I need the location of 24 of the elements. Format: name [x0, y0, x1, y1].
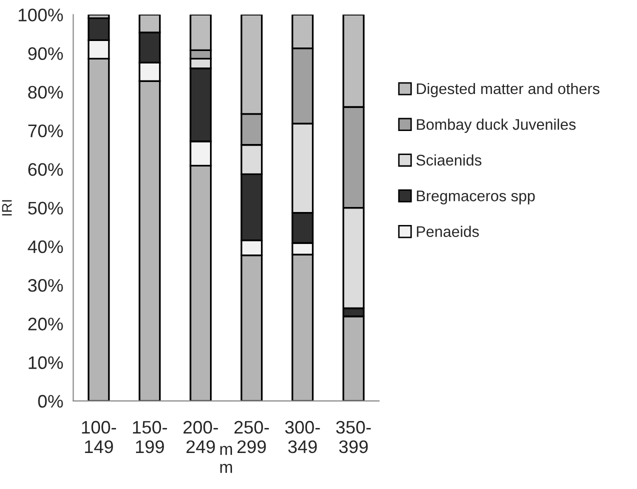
x-tick-label: 100- 149: [82, 420, 116, 454]
y-tick-label: 60%: [28, 163, 63, 176]
y-tick-label: 100%: [18, 8, 63, 22]
x-tick-label: 150- 199: [133, 420, 167, 454]
legend-label: Sciaenids: [416, 154, 482, 166]
y-tick-label: 30%: [28, 279, 63, 292]
x-tick-label: 200- 249: [183, 420, 218, 454]
y-tick-label: 0%: [38, 394, 63, 408]
x-tick-label: 300- 349: [285, 420, 320, 454]
y-tick-label: 20%: [28, 318, 63, 330]
x-tick-label: 250- 299: [234, 420, 269, 454]
y-axis-title: IRI: [2, 200, 12, 216]
y-tick-label: 80%: [28, 86, 63, 99]
y-tick-label: 70%: [28, 124, 63, 138]
x-tick-label: 350- 399: [336, 420, 371, 454]
x-axis-title: m m: [220, 446, 232, 473]
y-tick-label: 10%: [28, 356, 63, 370]
y-tick-label: 90%: [28, 47, 63, 60]
y-tick-label: 40%: [28, 240, 63, 254]
legend-label: Bregmaceros spp: [416, 190, 535, 204]
legend-label: Bombay duck Juveniles: [416, 118, 576, 133]
legend-label: Digested matter and others: [416, 82, 600, 98]
legend-label: Penaeids: [416, 226, 479, 238]
y-tick-label: 50%: [28, 202, 63, 215]
